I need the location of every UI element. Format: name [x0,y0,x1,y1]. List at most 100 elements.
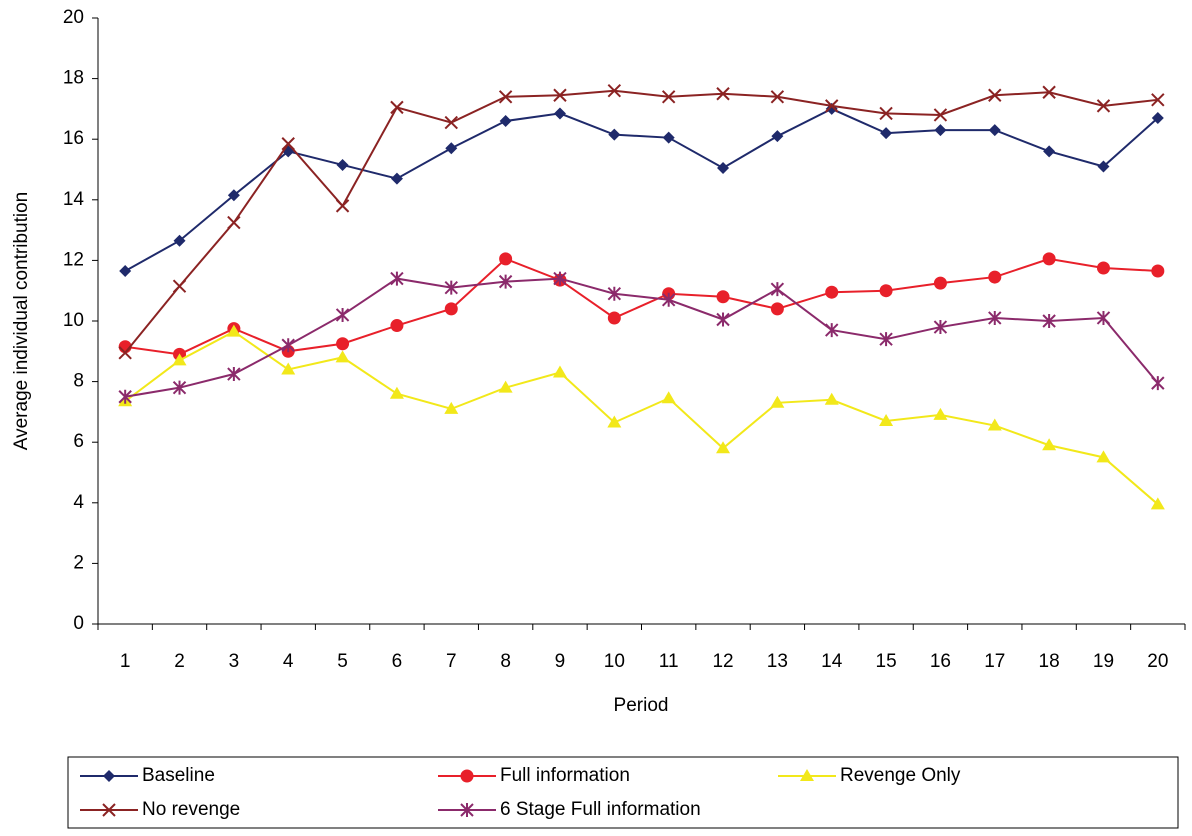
data-point [390,100,404,115]
x-tick-label: 2 [174,651,185,672]
data-point [389,386,404,399]
x-axis-title: Period [614,695,669,716]
x-tick-label: 15 [876,651,897,672]
data-point [226,324,241,337]
data-point [988,88,1002,102]
x-tick-label: 11 [659,651,679,672]
data-point [770,395,785,408]
data-point [879,332,893,347]
data-point [879,284,893,298]
data-point [1097,160,1110,173]
legend-label: Full information [500,765,630,786]
data-point [444,302,458,316]
data-point [119,265,132,278]
series-line [124,330,1159,506]
data-point [988,270,1002,284]
data-point [553,271,567,286]
x-tick-label: 18 [1039,651,1060,672]
data-point [173,234,186,247]
x-tick-label: 20 [1147,651,1168,672]
y-tick-label: 10 [63,310,84,331]
data-point [661,90,676,104]
x-tick-label: 1 [120,651,131,672]
data-point [498,90,513,104]
x-tick-label: 12 [712,651,733,672]
legend-marker [460,769,474,783]
data-point [933,407,948,420]
series-line [125,277,1159,398]
data-point [335,307,350,322]
data-point [172,380,187,395]
y-tick-label: 8 [73,371,84,392]
data-point [824,392,839,405]
data-point [661,292,676,307]
data-point [1150,497,1165,510]
data-point [607,311,621,325]
data-point [661,391,676,404]
y-tick-label: 18 [63,68,84,89]
legend-box [67,756,1179,829]
data-point [607,415,622,428]
data-point [608,128,621,141]
data-point [498,274,513,289]
data-point [281,338,295,353]
data-point [390,271,404,286]
data-point [227,215,241,230]
data-point [335,350,350,363]
data-point [825,323,839,338]
data-point [553,107,566,120]
data-point [933,108,948,122]
y-tick-label: 0 [73,613,84,634]
data-point [445,142,458,155]
data-point [1042,314,1056,328]
data-point [933,320,948,335]
data-point [716,87,730,101]
data-point [1151,111,1164,124]
data-point [879,413,894,426]
data-point [825,285,839,299]
data-point [1096,310,1111,325]
legend-marker [102,803,116,817]
data-point [444,280,458,295]
x-tick-label: 10 [604,651,625,672]
series-line [124,89,1158,354]
data-point [1096,99,1111,113]
data-point [553,88,567,102]
data-point [770,282,785,297]
data-point [880,127,893,140]
x-tick-label: 13 [767,651,788,672]
y-tick-label: 6 [73,431,84,452]
data-point [716,441,731,454]
data-point [988,310,1002,325]
x-tick-label: 8 [500,651,511,672]
data-point [1096,450,1111,463]
data-point [172,353,187,366]
data-point [552,365,567,378]
legend-label: Revenge Only [840,765,961,786]
legend-marker [800,769,814,781]
data-point [1042,85,1056,99]
data-point [1151,93,1165,107]
y-tick-label: 14 [63,189,85,210]
y-tick-label: 16 [63,128,84,149]
data-point [118,389,132,404]
x-tick-label: 6 [392,651,403,672]
legend-label: Baseline [142,765,215,786]
data-point [716,312,730,327]
x-tick-label: 14 [821,651,843,672]
y-axis-title: Average individual contribution [11,192,32,450]
data-point [1042,252,1056,266]
data-point [499,252,513,266]
data-point [444,401,459,414]
data-point [1151,264,1165,278]
data-point [390,172,403,185]
data-point [988,124,1001,137]
data-point [172,279,187,293]
data-point [227,189,240,202]
data-point [336,337,350,351]
data-point [716,290,730,304]
data-point [335,199,350,213]
data-point [607,286,622,301]
legend-label: 6 Stage Full information [500,799,701,820]
